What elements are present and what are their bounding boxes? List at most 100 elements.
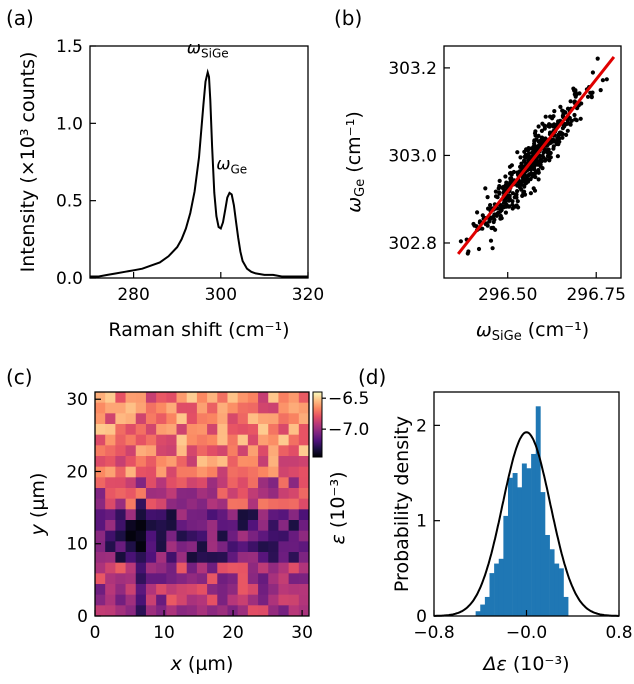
panel-b-point bbox=[528, 165, 533, 170]
panel-c-cell bbox=[135, 445, 147, 457]
panel-c-cell bbox=[217, 434, 228, 446]
panel-c-cell bbox=[237, 498, 249, 510]
panel-c-cell bbox=[135, 605, 147, 617]
panel-a-line-chart: 280 300 320 0.0 0.5 1.0 1.5 Raman shift (cm⁻¹) I… bbox=[17, 37, 324, 341]
panel-b-point bbox=[528, 177, 533, 182]
panel-c-cell bbox=[288, 477, 300, 489]
panel-c-cell bbox=[166, 402, 177, 414]
panel-c-cell bbox=[95, 573, 106, 585]
panel-c-cell bbox=[247, 594, 259, 606]
panel-c-cell bbox=[156, 509, 167, 521]
panel-c-cell bbox=[196, 605, 208, 617]
panel-c-cell bbox=[227, 413, 239, 425]
panel-b-point bbox=[510, 206, 515, 211]
panel-c-cell bbox=[156, 445, 167, 457]
panel-b-point bbox=[555, 154, 561, 159]
panel-b-point bbox=[536, 133, 541, 138]
panel-b-point bbox=[532, 138, 537, 143]
panel-c-cell bbox=[278, 520, 290, 532]
panel-c-cell bbox=[156, 477, 167, 489]
panel-c-cell bbox=[186, 498, 198, 510]
panel-c-cell bbox=[166, 584, 177, 596]
panel-b-point bbox=[533, 133, 538, 138]
panel-c-cell bbox=[196, 456, 208, 468]
panel-c-cell bbox=[258, 456, 269, 468]
panel-c-cell bbox=[258, 541, 269, 553]
panel-c-cell bbox=[176, 413, 188, 425]
panel-b-ytick-label-1: 303.0 bbox=[388, 146, 437, 166]
panel-d-bar bbox=[484, 596, 490, 616]
panel-c-cell bbox=[268, 573, 279, 585]
panel-c-cell bbox=[176, 498, 188, 510]
panel-c-cell bbox=[196, 466, 208, 478]
panel-b-point bbox=[600, 78, 606, 83]
panel-c-cell bbox=[156, 520, 167, 532]
panel-c-cell bbox=[135, 434, 147, 446]
panel-c-cell bbox=[115, 552, 126, 564]
panel-c-cell bbox=[95, 584, 106, 596]
panel-c-cell bbox=[186, 466, 198, 478]
panel-c-cell bbox=[176, 605, 188, 617]
panel-c-cell bbox=[176, 530, 188, 542]
panel-c-colorbar-label-symbol: ε bbox=[327, 534, 349, 544]
panel-b-point bbox=[585, 94, 591, 99]
panel-a-ylabel: Intensity (×10³ counts) bbox=[17, 52, 39, 273]
panel-c-cell bbox=[278, 562, 290, 574]
panel-c-cell bbox=[247, 445, 259, 457]
panel-c-cell bbox=[217, 530, 228, 542]
panel-b-point bbox=[498, 203, 503, 208]
panel-a-xtick-label-1: 300 bbox=[205, 285, 237, 305]
panel-c-cell bbox=[288, 530, 300, 542]
panel-d-bar bbox=[526, 468, 532, 616]
panel-c-cell bbox=[298, 573, 310, 585]
panel-c-cell bbox=[196, 530, 208, 542]
panel-c-cell bbox=[95, 594, 106, 606]
panel-c-cell bbox=[278, 530, 290, 542]
panel-c-cell bbox=[166, 605, 177, 617]
panel-c-cell bbox=[145, 498, 157, 510]
panel-c-cell bbox=[156, 552, 167, 564]
panel-c-cell bbox=[95, 456, 106, 468]
panel-c-cell bbox=[298, 605, 310, 617]
panel-c-cell bbox=[135, 509, 147, 521]
panel-c-cell bbox=[166, 562, 177, 574]
panel-b-point bbox=[514, 195, 519, 200]
panel-c-cell bbox=[298, 392, 310, 404]
panel-c-cell bbox=[258, 594, 269, 606]
panel-c-cell bbox=[237, 509, 249, 521]
panel-c-cell bbox=[156, 392, 167, 404]
panel-a-annotation-1: ωGe bbox=[216, 155, 247, 177]
panel-c-cell bbox=[135, 424, 147, 436]
panel-b-point bbox=[543, 157, 548, 162]
panel-c-cell bbox=[196, 541, 208, 553]
panel-b-point bbox=[518, 155, 523, 160]
panel-b-point bbox=[536, 177, 541, 182]
panel-c-cell bbox=[288, 541, 300, 553]
panel-c-cell bbox=[207, 456, 218, 468]
panel-d-xtick-label-1: −0.0 bbox=[506, 623, 547, 643]
panel-c-cell bbox=[196, 434, 208, 446]
panel-c-cell bbox=[135, 552, 147, 564]
panel-c-cell bbox=[207, 573, 218, 585]
panel-c-cell bbox=[176, 424, 188, 436]
panel-d-bar bbox=[489, 573, 495, 616]
panel-c-cell bbox=[186, 392, 198, 404]
panel-c-cell bbox=[278, 488, 290, 500]
panel-c-cell bbox=[95, 498, 106, 510]
panel-c-cell bbox=[105, 498, 116, 510]
panel-c-cell bbox=[156, 573, 167, 585]
panel-c-cell bbox=[95, 402, 106, 414]
panel-c-cell bbox=[207, 541, 218, 553]
panel-c-cell bbox=[207, 605, 218, 617]
panel-c-cell bbox=[227, 552, 239, 564]
panel-b-point bbox=[538, 159, 543, 165]
panel-c-cell bbox=[156, 402, 167, 414]
panel-c-cell bbox=[115, 424, 126, 436]
panel-d-bar bbox=[549, 549, 555, 616]
panel-c-cell bbox=[247, 552, 259, 564]
panel-c-cell bbox=[258, 466, 269, 478]
panel-c-cell bbox=[247, 402, 259, 414]
panel-d-bar bbox=[563, 596, 569, 616]
panel-b-point bbox=[595, 56, 600, 61]
panel-d-bar bbox=[521, 463, 527, 616]
